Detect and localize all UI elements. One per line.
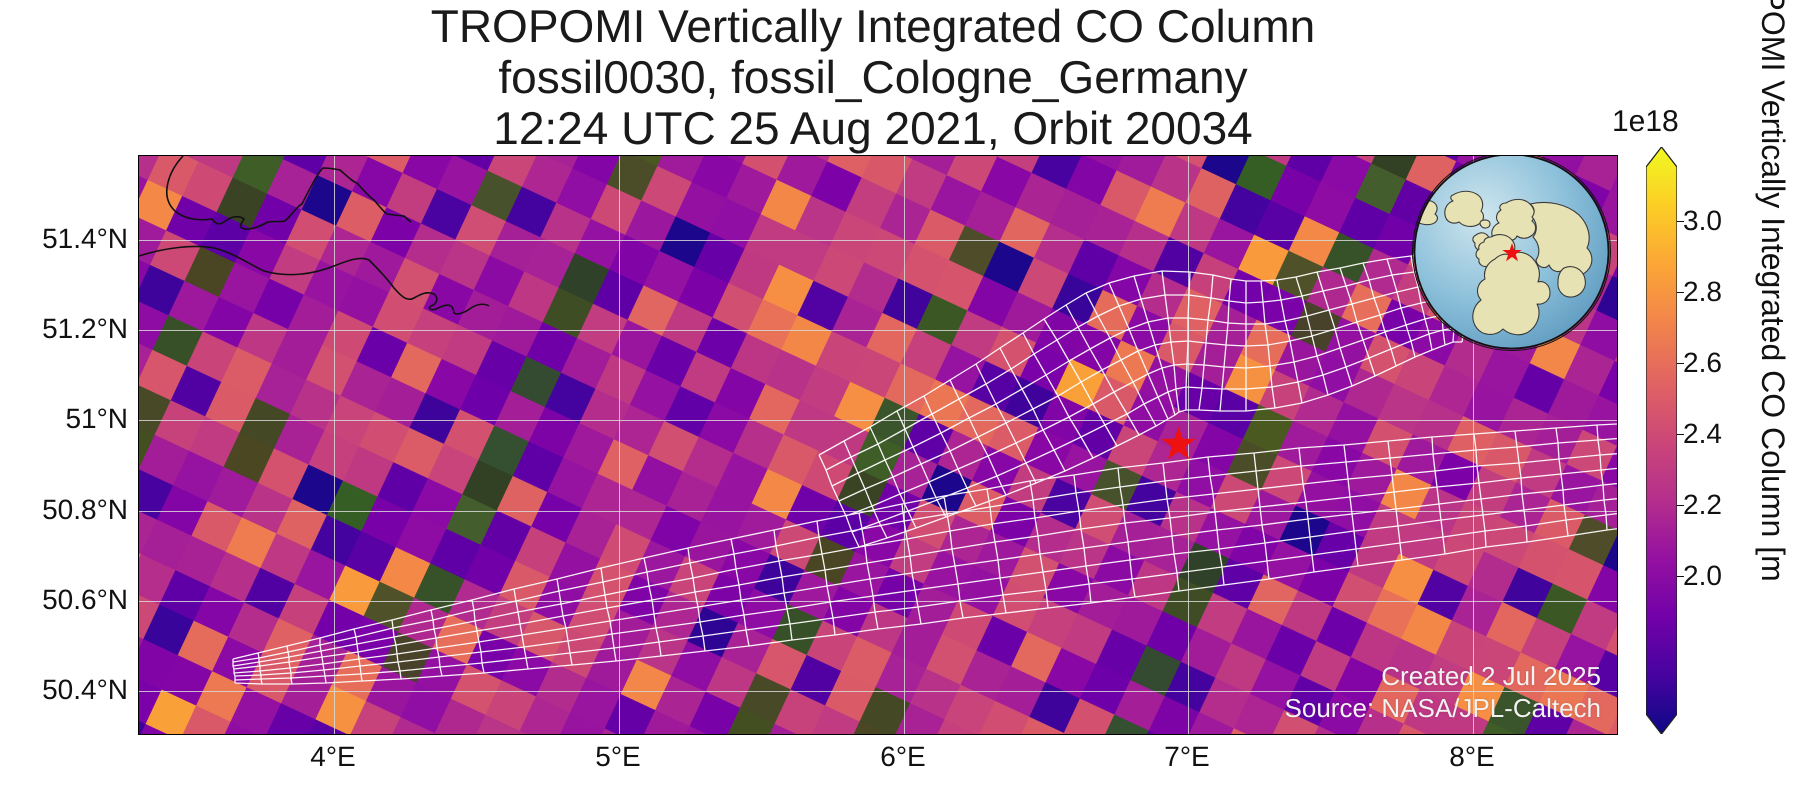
svg-text:TROPOMI Vertically Integrated: TROPOMI Vertically Integrated CO Column … bbox=[1755, 0, 1791, 582]
